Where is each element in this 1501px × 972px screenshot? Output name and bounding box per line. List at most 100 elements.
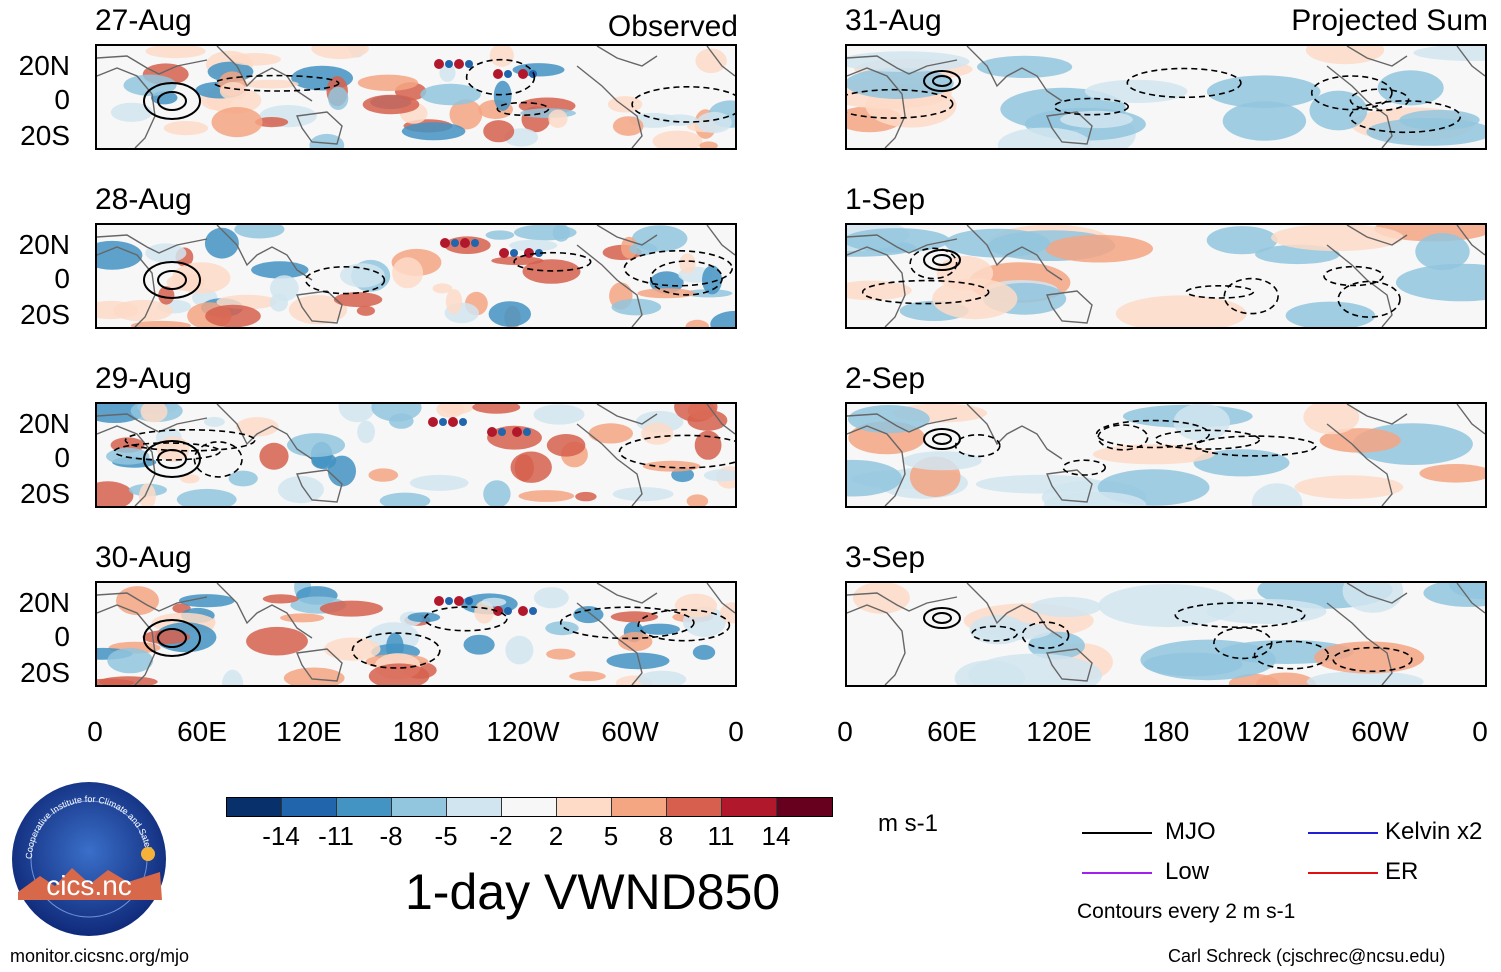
anomaly-blob [652,130,703,148]
colorbar-swatch [502,798,557,816]
coastline [847,67,906,148]
lon-label: 120E [276,716,342,747]
coastline [1346,225,1408,246]
anomaly-blob [977,55,1073,78]
anomaly-blob [611,298,662,316]
coastline [706,46,735,77]
anomaly-blob [968,653,1103,685]
lon-label: 60E [927,716,977,747]
anomaly-blob [612,116,644,136]
contour-negative [909,247,958,280]
observed-title: Observed [607,10,738,43]
coastline [847,55,958,75]
contours [861,247,1401,318]
anomaly-blob [116,586,159,616]
contour-positive [157,449,187,469]
vortex-dot [459,418,467,426]
coastline [966,46,1063,102]
coastline [97,234,208,254]
anomaly-blob [1423,583,1485,607]
anomaly-blob [695,48,727,74]
contour-negative [618,434,735,469]
contour-negative [1126,67,1242,99]
anomaly-blob [575,491,597,502]
anomaly-blob [368,468,399,482]
coastlines [97,404,735,506]
colorbar-tick: 8 [658,821,674,851]
vortex-dot [518,606,528,616]
anomaly-field [110,46,735,148]
anomaly-blob [488,301,531,327]
contour-negative [649,260,723,296]
vortex-dot [451,239,459,247]
lon-label: 0 [837,716,853,747]
main-title: 1-day VWND850 [405,864,781,920]
coastline [97,67,156,148]
vortex-dot [504,70,512,78]
anomaly-blob [1044,491,1147,506]
lon-label: 120W [486,716,560,747]
coastline [97,246,156,327]
anomaly-blob [639,623,680,635]
coastline [296,290,343,324]
anomaly-blob [1255,672,1316,685]
contour-negative [954,433,1001,458]
lon-label: 0 [87,716,103,747]
anomaly-blob [145,243,187,263]
anomaly-blob [1060,110,1133,129]
coastline [296,648,343,682]
contour-negative [1194,435,1317,457]
anomaly-blob [311,46,369,60]
vortex-dot [454,596,464,606]
coastline [97,592,208,612]
contour-negative [124,428,256,452]
contour-positive [143,82,201,120]
coastline [966,583,1063,639]
anomaly-blob [686,494,709,506]
vortex-dot [460,238,470,248]
colorbar-tick: -2 [489,821,513,851]
contour-negative [1021,621,1070,650]
anomaly-blob [234,225,285,239]
coastline [706,404,735,435]
coastline [576,423,643,506]
anomaly-blob [1399,109,1480,131]
colorbar-swatch [447,798,502,816]
anomaly-blob [1115,295,1247,327]
contour-positive [932,433,952,445]
legend-line-kelvin [1308,832,1378,834]
anomaly-blob [1309,90,1368,131]
coastline [296,469,343,503]
vortex-dot [510,249,518,257]
lat-label: 0 [54,621,70,652]
anomaly-blob [339,263,385,288]
colorbar-tick: -14 [262,821,300,851]
legend-label-mjo: MJO [1165,818,1216,845]
anomaly-blob [389,413,414,429]
lon-label: 180 [392,716,440,747]
contour-negative [1095,419,1210,449]
contour-negative [496,101,550,117]
anomaly-blob [436,404,465,418]
vortex-dot [448,417,458,427]
anomaly-blob [409,474,469,491]
anomaly-field [847,46,1485,148]
coastline [216,225,313,281]
vortex-dot [535,249,543,257]
anomaly-blob [606,652,670,670]
lon-label: 180 [1142,716,1190,747]
anomaly-blob [222,669,244,685]
anomaly-blob [251,261,309,279]
contour-positive [157,91,187,111]
contour-negative [1349,100,1462,134]
anomaly-blob [847,459,902,497]
contour-negative [1053,97,1129,116]
footer-credit: Carl Schreck (cjschrec@ncsu.edu) [1168,946,1446,966]
vortex-dot [493,606,503,616]
anomaly-blob [236,417,279,437]
lon-label: 120W [1236,716,1310,747]
map-panel-projected-3 [845,402,1487,508]
legend-label-er: ER [1385,858,1419,885]
coastlines [97,583,735,685]
vortex-dot [445,597,453,605]
